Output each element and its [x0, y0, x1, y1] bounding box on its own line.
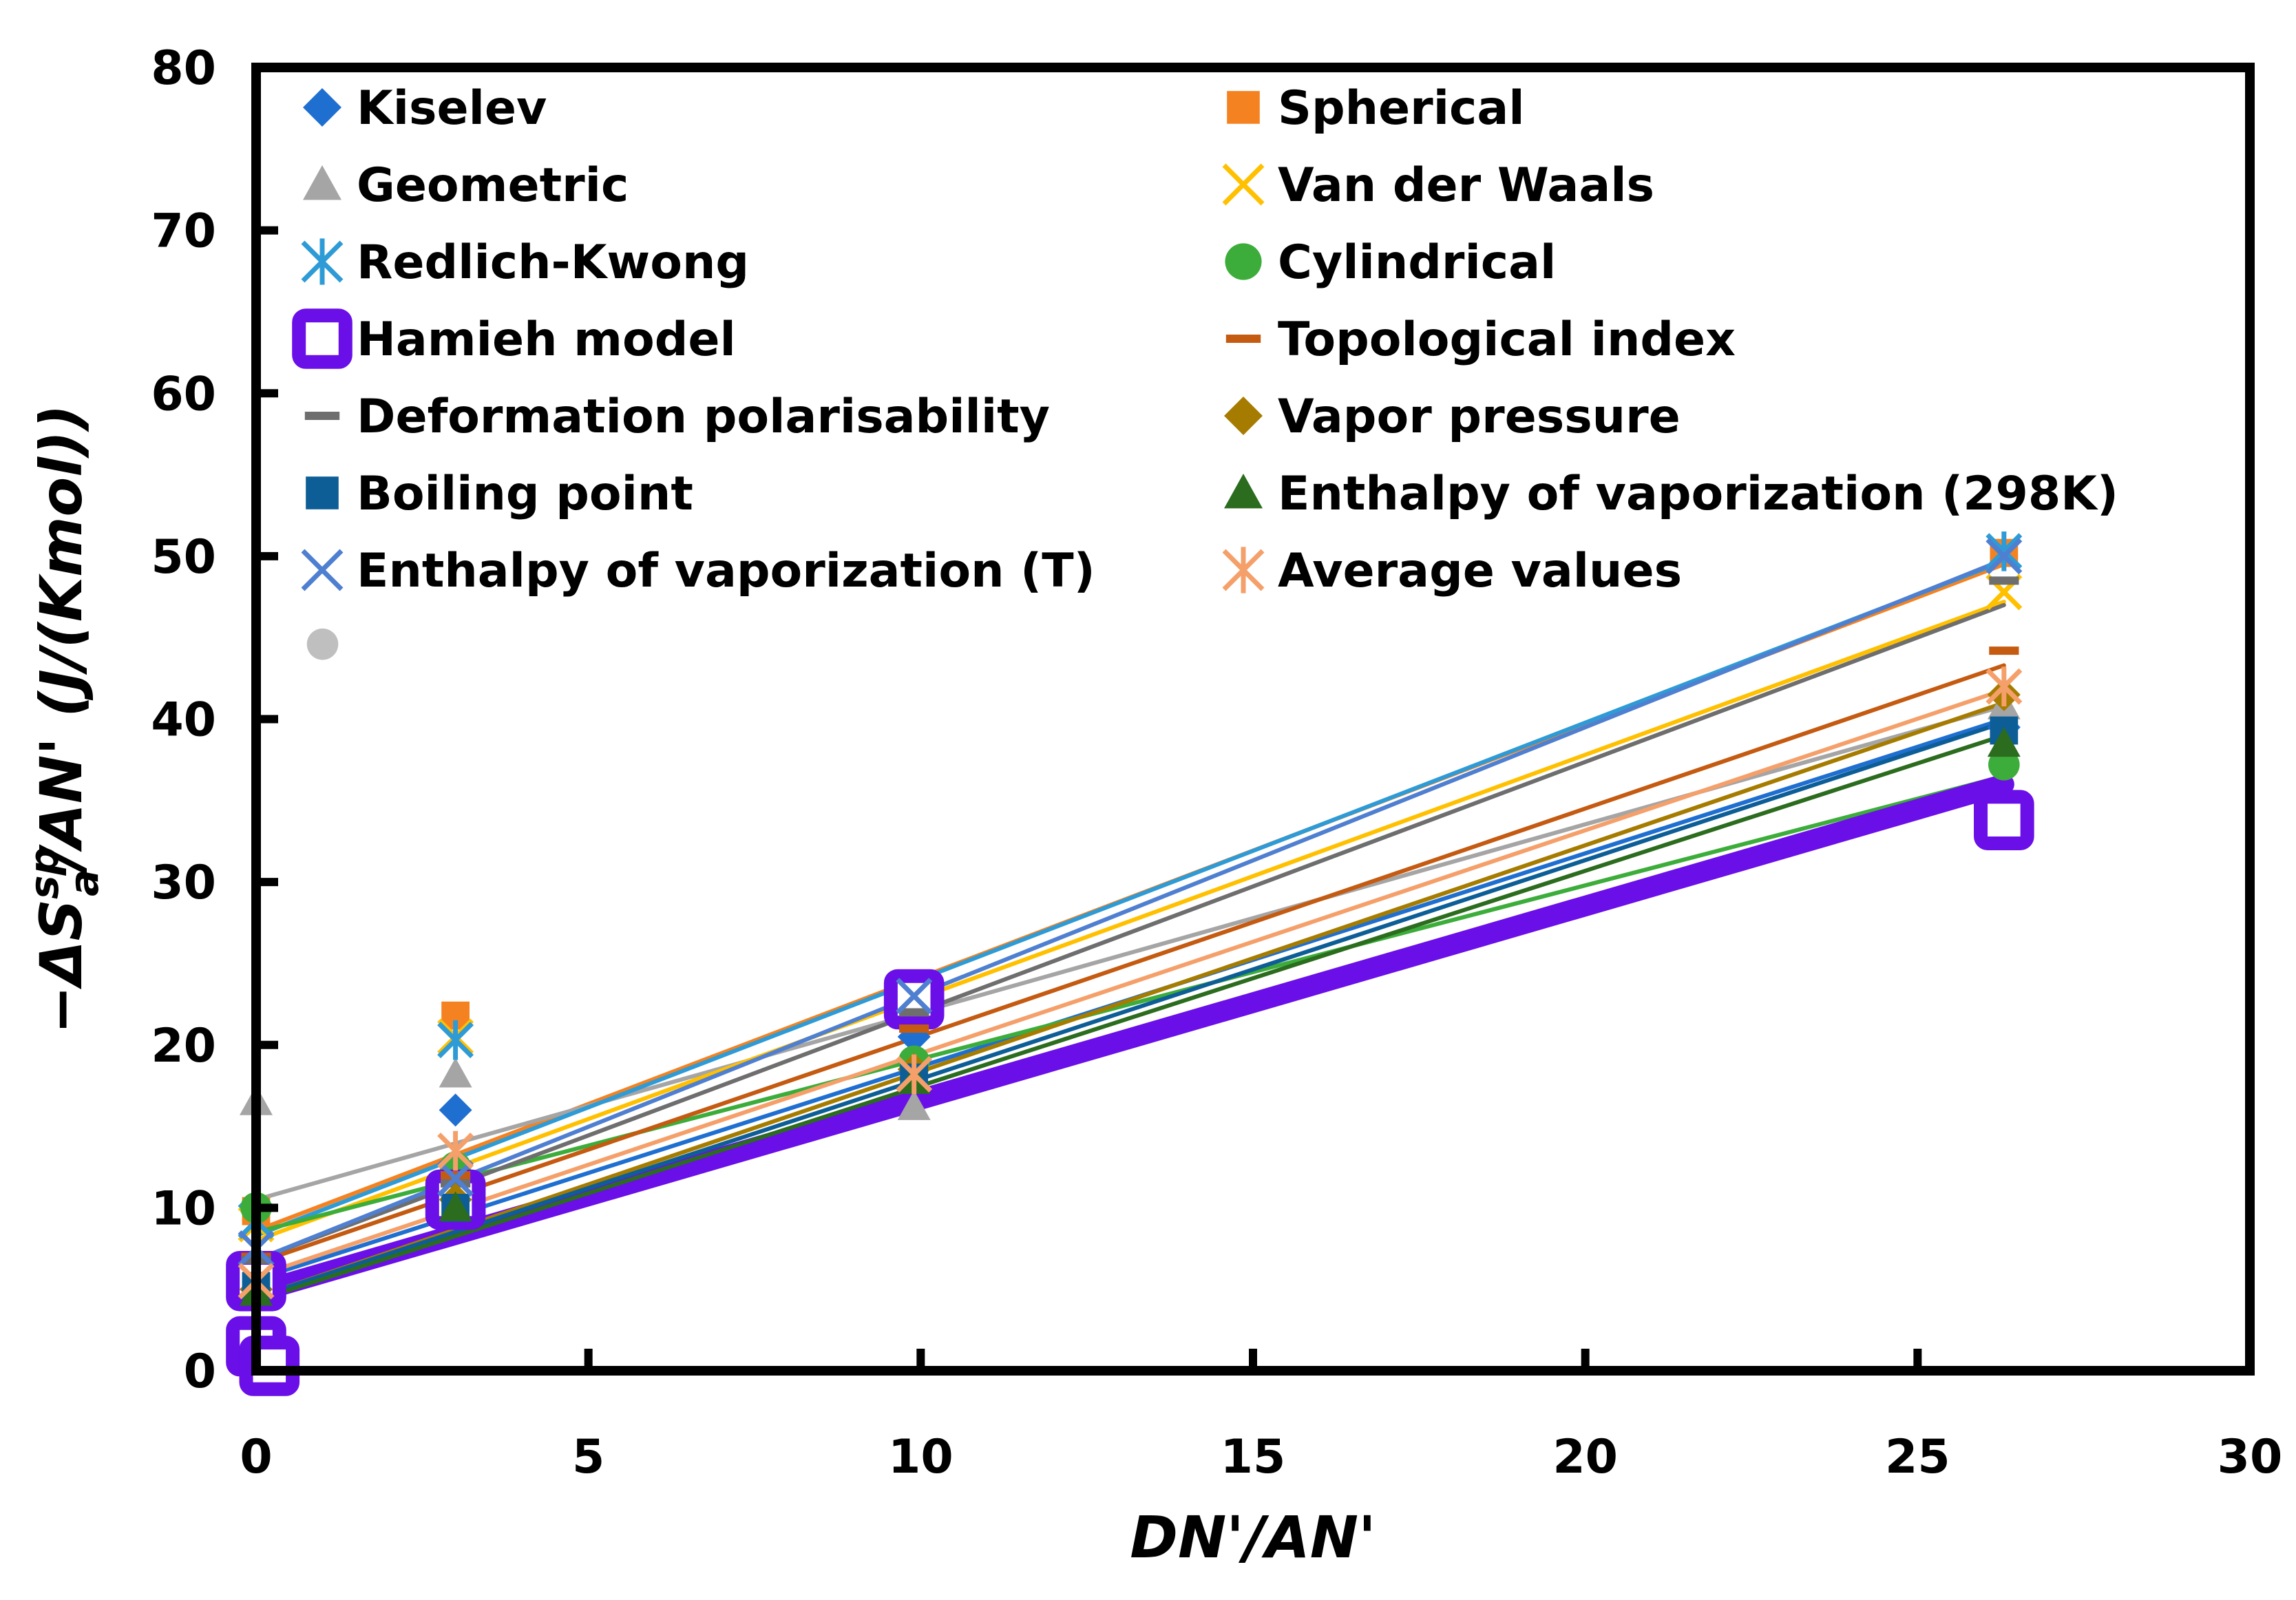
legend-label-enthalpy-of-vaporization-t: Enthalpy of vaporization (T) [357, 544, 1095, 598]
legend-marker-deformation-polarisability [304, 412, 340, 420]
legend-marker-enthalpy-of-vaporization-298k [1224, 474, 1263, 509]
fit-line-boiling-point [254, 720, 2006, 1300]
data-point-enthalpy-of-vaporization-298k [439, 1191, 472, 1221]
legend-label-boiling-point: Boiling point [357, 467, 693, 521]
y-axis-title-superscript: sp [21, 847, 67, 899]
y-tick-label: 0 [184, 1345, 216, 1399]
data-point-kiselev [439, 1093, 472, 1127]
legend-marker-spherical [1227, 91, 1260, 124]
data-point-average-values [437, 1130, 474, 1171]
x-tick-label: 10 [888, 1430, 954, 1484]
legend-marker-kiselev [303, 88, 341, 127]
fit-line-enthalpy-of-vaporization-t [254, 557, 2006, 1263]
data-point-enthalpy-of-vaporization-298k [1987, 726, 2021, 757]
data-point-cylindrical [1988, 748, 2020, 781]
legend-marker-hamieh-model [292, 308, 352, 369]
legend-marker-cylindrical [1225, 243, 1262, 280]
legend-label-redlich-kwong: Redlich-Kwong [357, 235, 749, 290]
x-tick-label: 25 [1885, 1430, 1950, 1484]
data-point-geometric [897, 1090, 931, 1120]
legend-label-vapor-pressure: Vapor pressure [1278, 390, 1681, 444]
fit-line-deformation-polarisability [254, 602, 2006, 1263]
y-tick-label: 60 [151, 367, 216, 421]
legend-marker-average-values [1222, 547, 1265, 593]
y-tick-label: 20 [151, 1019, 216, 1073]
fit-line-average-values [254, 687, 2006, 1278]
data-point-hamieh-model [1974, 790, 2034, 851]
legend-marker-boiling-point [306, 476, 339, 509]
y-tick-label: 10 [151, 1181, 216, 1236]
data-point-enthalpy-of-vaporization-t [1986, 538, 2023, 575]
x-axis-title: DN'/AN' [1130, 1504, 1376, 1571]
x-tick-label: 15 [1221, 1430, 1286, 1484]
data-point-deformation-polarisability [1989, 576, 2019, 585]
data-point-redlich-kwong [1986, 531, 2023, 571]
y-axis-title-subscript: a [61, 870, 107, 896]
x-tick-label: 5 [572, 1430, 604, 1484]
legend-label-spherical: Spherical [1278, 81, 1525, 136]
legend-label-van-der-waals: Van der Waals [1278, 158, 1654, 213]
data-point-topological-index [899, 1024, 929, 1033]
x-tick-label: 20 [1552, 1430, 1618, 1484]
data-point-redlich-kwong [437, 1020, 474, 1060]
data-points [226, 531, 2034, 1396]
data-point-geometric [439, 1057, 472, 1088]
y-tick-label: 30 [151, 856, 216, 910]
fit-line-vapor-pressure [254, 700, 2006, 1300]
fit-line-redlich-kwong [254, 558, 2006, 1238]
legend-label-topological-index: Topological index [1278, 313, 1736, 367]
fit-line-cylindrical [254, 774, 2006, 1234]
y-tick-label: 50 [151, 530, 216, 585]
data-point-enthalpy-of-vaporization-t [437, 1160, 474, 1197]
legend-marker-geometric [303, 165, 341, 200]
x-tick-label: 0 [240, 1430, 272, 1484]
data-point-enthalpy-of-vaporization-t [896, 978, 933, 1015]
fit-line-enthalpy-of-vaporization-298k [254, 733, 2006, 1303]
legend-label-enthalpy-of-vaporization-298k: Enthalpy of vaporization (298K) [1278, 467, 2118, 521]
y-axis-title-prefix: −ΔS [28, 899, 95, 1034]
legend-label-hamieh-model: Hamieh model [357, 313, 736, 367]
y-tick-label: 70 [151, 204, 216, 259]
y-tick-label: 40 [151, 693, 216, 748]
axis-ticks: 0 5 10 15 20 25 30 0 10 20 30 40 50 60 70 80 [151, 41, 2282, 1484]
legend-marker-vapor-pressure [1224, 397, 1263, 435]
fit-line-topological-index [254, 663, 2006, 1265]
legend-label-kiselev: Kiselev [357, 81, 547, 136]
legend-label-geometric: Geometric [357, 158, 629, 213]
legend: Kiselev Spherical Geometric Van der Waals Re… [292, 81, 2118, 598]
legend-label-cylindrical: Cylindrical [1278, 235, 1556, 290]
y-axis-title-suffix: /AN' (J/(Kmol)) [28, 404, 95, 876]
data-point-topological-index [1989, 646, 2019, 655]
legend-label-deformation-polarisability: Deformation polarisability [357, 390, 1050, 444]
data-point-average-values [1986, 666, 2023, 706]
legend-marker-topological-index [1225, 335, 1261, 343]
legend-label-average-values: Average values [1278, 544, 1682, 598]
legend-marker-enthalpy-of-vaporization-t [301, 549, 344, 591]
fit-lines [246, 557, 2014, 1303]
legend-marker-van-der-waals [1222, 163, 1265, 206]
y-axis-title: −ΔSspa/AN' (J/(Kmol)) [21, 404, 107, 1034]
legend-marker-redlich-kwong [301, 238, 344, 285]
data-point-average-values [896, 1054, 933, 1095]
y-tick-label: 80 [151, 41, 216, 96]
data-point-extra [306, 628, 339, 660]
x-tick-label: 30 [2218, 1430, 2283, 1484]
fit-line-van-der-waals [254, 600, 2006, 1243]
data-point-deformation-polarisability [899, 1008, 929, 1017]
